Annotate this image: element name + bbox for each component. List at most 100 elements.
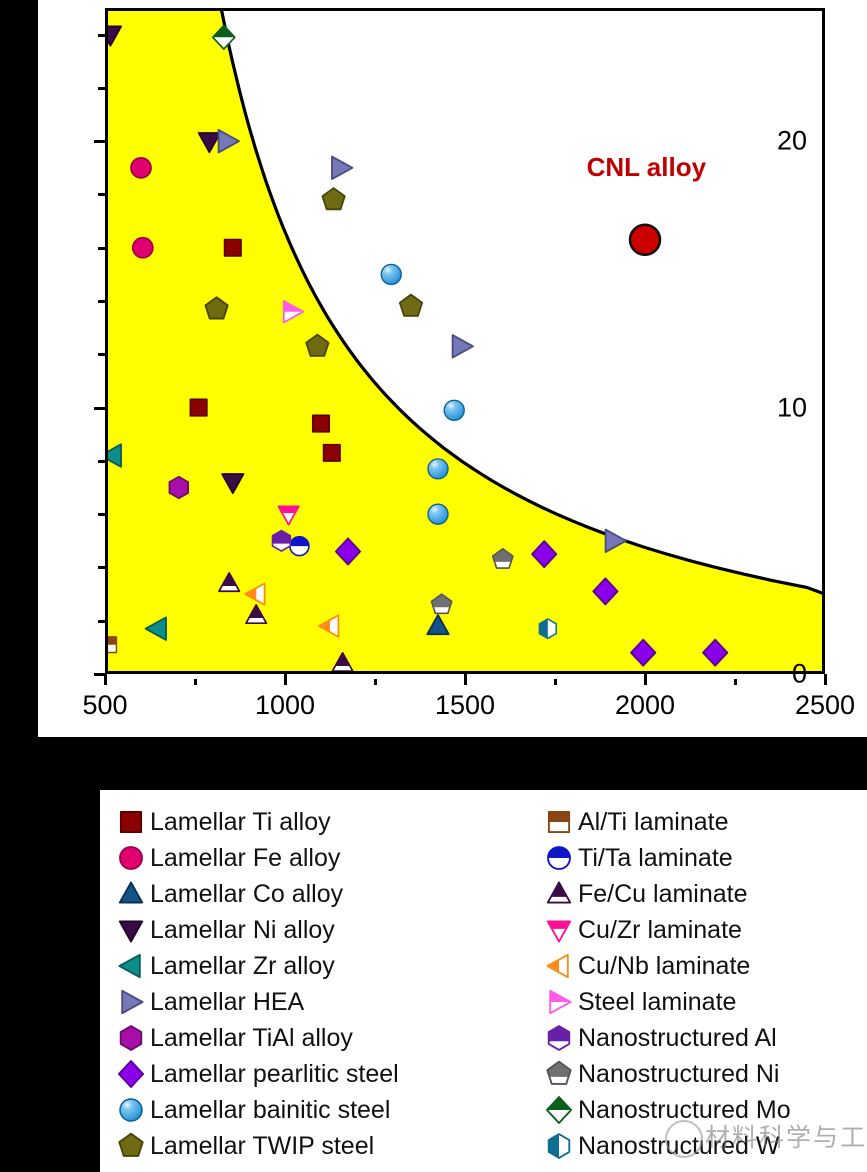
datapoint-lamellar-twip-steel	[305, 333, 330, 357]
legend-label: Lamellar Fe alloy	[150, 843, 341, 872]
datapoint-cu-nb-laminate	[244, 582, 266, 606]
y-tick-label: 20	[776, 125, 807, 156]
x-tick	[644, 674, 647, 685]
legend-label: Nanostructured W	[578, 1131, 780, 1160]
legend-label: Lamellar TWIP steel	[150, 1131, 375, 1160]
datapoint-lamellar-bainitic-steel	[380, 263, 402, 286]
legend-item-lamellar-zr-alloy[interactable]: Lamellar Zr alloy	[112, 948, 532, 984]
datapoint-lamellar-twip-steel	[398, 293, 424, 317]
legend-glyph-triangle-down	[118, 920, 144, 943]
legend-item-steel-laminate[interactable]: Steel laminate	[540, 984, 867, 1020]
legend-label: Lamellar Co alloy	[150, 879, 344, 908]
datapoint-lamellar-ti-alloy	[223, 238, 242, 257]
legend-marker-triangle-up-half-icon	[540, 876, 578, 912]
legend-glyph-pentagon-half	[546, 1060, 572, 1085]
legend-glyph-hexagon-vhalf	[547, 1133, 571, 1159]
legend-label: Lamellar TiAl alloy	[150, 1023, 353, 1052]
legend-marker-square-half-icon	[540, 804, 578, 840]
datapoint-lamellar-fe-alloy	[130, 156, 152, 179]
legend-item-lamellar-tial-alloy[interactable]: Lamellar TiAl alloy	[112, 1020, 532, 1056]
datapoint-nanostructured-al	[271, 529, 292, 552]
datapoint-lamellar-ni-alloy	[197, 132, 222, 154]
legend-glyph-pentagon	[118, 1132, 144, 1157]
datapoint-lamellar-ni-alloy	[221, 473, 245, 495]
axis-top-spine	[105, 8, 825, 11]
legend-item-lamellar-ni-alloy[interactable]: Lamellar Ni alloy	[112, 912, 532, 948]
legend-glyph-hexagon	[119, 1025, 143, 1051]
legend-glyph-triangle-left-half	[546, 953, 569, 979]
legend-item-lamellar-twip-steel[interactable]: Lamellar TWIP steel	[112, 1128, 532, 1164]
legend-item-nanostructured-mo[interactable]: Nanostructured Mo	[540, 1092, 867, 1128]
y-tick	[98, 353, 105, 357]
legend-item-nanostructured-w[interactable]: Nanostructured W	[540, 1128, 867, 1164]
legend-item-nanostructured-al[interactable]: Nanostructured Al	[540, 1020, 867, 1056]
datapoint-lamellar-pearlitic-steel	[592, 577, 619, 606]
legend-label: Ti/Ta laminate	[578, 843, 733, 872]
legend-item-lamellar-ti-alloy[interactable]: Lamellar Ti alloy	[112, 804, 532, 840]
x-tick	[824, 674, 827, 685]
legend-item-cu-nb-laminate[interactable]: Cu/Nb laminate	[540, 948, 867, 984]
legend-item-lamellar-hea[interactable]: Lamellar HEA	[112, 984, 532, 1020]
legend-glyph-square	[119, 810, 143, 834]
datapoint-ti-ta-laminate	[289, 535, 310, 557]
y-tick	[98, 513, 105, 517]
legend-marker-triangle-left-half-icon	[540, 948, 578, 984]
legend-label: Lamellar Zr alloy	[150, 951, 335, 980]
legend-item-lamellar-co-alloy[interactable]: Lamellar Co alloy	[112, 876, 532, 912]
legend-glyph-triangle-up-half	[546, 881, 572, 904]
legend-item-lamellar-fe-alloy[interactable]: Lamellar Fe alloy	[112, 840, 532, 876]
datapoint-lamellar-bainitic-steel	[427, 503, 449, 525]
legend-label: Fe/Cu laminate	[578, 879, 748, 908]
axis-right-spine	[822, 8, 825, 674]
legend-marker-hexagon-vhalf-icon	[540, 1128, 578, 1164]
legend-label: Nanostructured Mo	[578, 1095, 791, 1124]
legend-marker-pentagon-icon	[112, 1128, 150, 1164]
legend-glyph-triangle-up	[118, 881, 144, 904]
x-tick-label: 2000	[614, 690, 676, 720]
datapoint-nanostructured-ni	[491, 548, 514, 569]
legend-item-lamellar-bainitic-steel[interactable]: Lamellar bainitic steel	[112, 1092, 532, 1128]
legend-label: Al/Ti laminate	[578, 807, 729, 836]
legend-marker-triangle-down-half-icon	[540, 912, 578, 948]
cnl-alloy-annotation: CNL alloy	[586, 151, 707, 182]
envelope-boundary-curve	[219, 8, 825, 674]
legend-marker-circle-icon	[112, 840, 150, 876]
legend-marker-hexagon-half-icon	[540, 1020, 578, 1056]
x-tick	[194, 679, 197, 685]
legend-glyph-circle-half	[547, 846, 571, 870]
datapoint-lamellar-hea	[604, 528, 627, 553]
y-tick	[94, 140, 105, 144]
legend-column-left: Lamellar Ti alloy Lamellar Fe alloy Lamell…	[112, 804, 532, 1164]
x-tick	[374, 679, 377, 685]
datapoint-lamellar-bainitic-steel	[427, 458, 449, 480]
datapoint-lamellar-ti-alloy	[322, 443, 341, 462]
legend-marker-triangle-right-half-icon	[540, 984, 578, 1020]
legend-item-ti-ta-laminate[interactable]: Ti/Ta laminate	[540, 840, 867, 876]
datapoint-cu-zr-laminate	[277, 505, 300, 526]
legend-item-nanostructured-ni[interactable]: Nanostructured Ni	[540, 1056, 867, 1092]
legend-label: Lamellar Ni alloy	[150, 915, 335, 944]
y-tick	[98, 300, 105, 304]
y-tick	[98, 33, 105, 37]
x-tick-label: 1500	[434, 690, 496, 720]
y-tick-label: 10	[776, 392, 807, 423]
x-tick-label: 2500	[794, 690, 856, 720]
datapoint-steel-laminate	[282, 300, 305, 324]
datapoint-lamellar-co-alloy	[426, 614, 450, 636]
datapoint-nanostructured-w	[538, 618, 557, 640]
datapoint-fe-cu-laminate	[245, 604, 268, 625]
legend-item-fe-cu-laminate[interactable]: Fe/Cu laminate	[540, 876, 867, 912]
legend-item-al-ti-laminate[interactable]: Al/Ti laminate	[540, 804, 867, 840]
legend-marker-circle-half-icon	[540, 840, 578, 876]
datapoint-lamellar-zr-alloy	[144, 616, 167, 641]
legend-item-cu-zr-laminate[interactable]: Cu/Zr laminate	[540, 912, 867, 948]
datapoint-lamellar-zr-alloy	[105, 443, 122, 468]
y-tick	[98, 459, 105, 463]
datapoint-nanostructured-ni	[430, 593, 453, 615]
axis-bottom-spine	[105, 671, 825, 674]
legend-item-lamellar-pearlitic-steel[interactable]: Lamellar pearlitic steel	[112, 1056, 532, 1092]
legend-glyph-circle	[119, 846, 143, 870]
datapoint-lamellar-fe-alloy	[131, 236, 154, 259]
y-tick	[98, 566, 105, 570]
datapoint-lamellar-pearlitic-steel	[630, 638, 657, 667]
